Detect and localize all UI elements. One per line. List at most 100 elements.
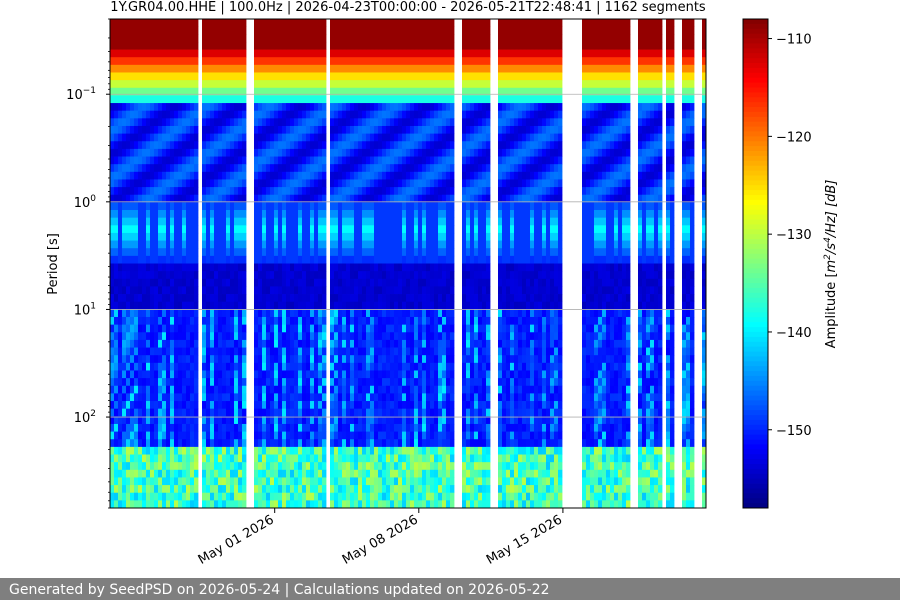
spectrogram-cell [378,302,382,310]
spectrogram-cell [286,348,290,356]
spectrogram-cell [426,210,430,218]
spectrogram-cell [190,447,194,455]
spectrogram-cell [110,271,114,279]
spectrogram-cell [182,72,186,80]
spectrogram-cell [206,233,210,241]
spectrogram-cell [354,477,358,485]
spectrogram-cell [238,241,242,249]
spectrogram-cell [426,439,430,447]
spectrogram-cell [258,447,262,455]
spectrogram-cell [398,477,402,485]
spectrogram-cell [398,57,402,65]
spectrogram-cell [282,317,286,325]
spectrogram-cell [358,348,362,356]
spectrogram-cell [122,294,126,302]
spectrogram-cell [146,202,150,210]
spectrogram-cell [146,363,150,371]
spectrogram-cell [370,202,374,210]
spectrogram-cell [234,363,238,371]
spectrogram-cell [298,225,302,233]
spectrogram-cell [234,164,238,172]
spectrogram-cell [254,256,258,264]
spectrogram-cell [342,493,346,501]
spectrogram-cell [218,286,222,294]
spectrogram-cell [294,95,298,103]
spectrogram-cell [266,325,270,333]
spectrogram-cell [222,348,226,356]
spectrogram-cell [238,95,242,103]
spectrogram-cell [338,302,342,310]
spectrogram-cell [262,325,266,333]
spectrogram-cell [402,202,406,210]
spectrogram-cell [318,65,322,73]
spectrogram-column [374,19,378,508]
spectrogram-cell [194,65,198,73]
spectrogram-cell [390,118,394,126]
spectrogram-cell [406,157,410,165]
spectrogram-cell [254,370,258,378]
spectrogram-cell [202,271,206,279]
spectrogram-cell [206,157,210,165]
spectrogram-cell [370,256,374,264]
spectrogram-column [122,19,126,508]
spectrogram-cell [214,80,218,88]
spectrogram-cell [174,363,178,371]
spectrogram-cell [314,302,318,310]
spectrogram-cell [166,363,170,371]
spectrogram-cell [234,187,238,195]
spectrogram-cell [166,126,170,134]
spectrogram-cell [114,134,118,142]
spectrogram-cell [202,309,206,317]
spectrogram-cell [254,493,258,501]
spectrogram-cell [334,172,338,180]
spectrogram-cell [110,225,114,233]
spectrogram-cell [274,325,278,333]
spectrogram-cell [366,172,370,180]
spectrogram-cell [194,210,198,218]
spectrogram-cell [206,447,210,455]
spectrogram-cell [350,416,354,424]
spectrogram-cell [266,111,270,119]
spectrogram-cell [422,500,426,508]
spectrogram-cell [230,477,234,485]
spectrogram-cell [286,470,290,478]
spectrogram-cell [318,348,322,356]
spectrogram-cell [174,210,178,218]
spectrogram-cell [134,164,138,172]
spectrogram-cell [298,134,302,142]
spectrogram-cell [258,50,262,58]
spectrogram-cell [346,218,350,226]
spectrogram-cell [302,348,306,356]
spectrogram-cell [338,118,342,126]
spectrogram-cell [170,485,174,493]
spectrogram-cell [286,134,290,142]
spectrogram-cell [262,256,266,264]
spectrogram-cell [122,317,126,325]
spectrogram-cell [126,370,130,378]
spectrogram-cell [254,439,258,447]
spectrogram-cell [426,202,430,210]
spectrogram-cell [146,432,150,440]
spectrogram-cell [402,111,406,119]
spectrogram-cell [270,309,274,317]
spectrogram-cell [342,118,346,126]
spectrogram-cell [430,111,434,119]
spectrogram-cell [422,256,426,264]
spectrogram-cell [398,370,402,378]
spectrogram-cell [282,50,286,58]
spectrogram-cell [134,118,138,126]
spectrogram-cell [214,294,218,302]
spectrogram-cell [302,179,306,187]
spectrogram-cell [222,50,226,58]
spectrogram-cell [222,416,226,424]
spectrogram-cell [382,294,386,302]
spectrogram-cell [122,485,126,493]
spectrogram-cell [142,241,146,249]
spectrogram-cell [150,149,154,157]
spectrogram-cell [258,210,262,218]
spectrogram-cell [306,355,310,363]
spectrogram-cell [298,179,302,187]
spectrogram-cell [342,401,346,409]
spectrogram-cell [322,34,326,42]
spectrogram-cell [422,210,426,218]
